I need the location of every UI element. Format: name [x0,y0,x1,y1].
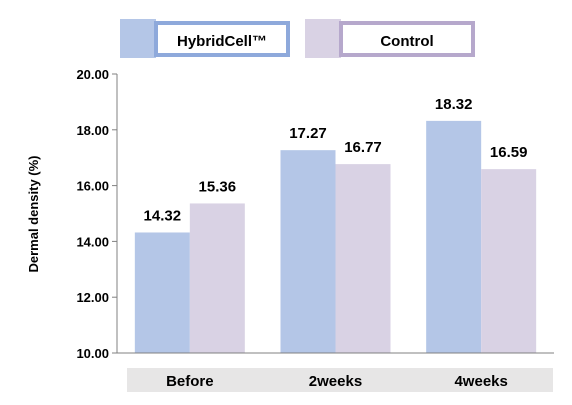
bar-hybridcell-2weeks [280,150,336,353]
value-label: 15.36 [199,178,237,195]
value-label: 18.32 [435,96,473,113]
value-label: 17.27 [289,125,327,142]
legend: HybridCell™ Control [120,19,475,58]
y-tick-label: 12.00 [76,290,109,305]
value-label: 16.59 [490,144,528,161]
y-tick-label: 14.00 [76,234,109,249]
value-label: 14.32 [144,207,182,224]
y-tick-label: 18.00 [76,123,109,138]
category-label-2weeks: 2weeks [309,373,362,390]
y-tick-label: 20.00 [76,67,109,82]
category-label-before: Before [166,373,214,390]
category-band [127,368,553,392]
bar-control-before [189,203,245,353]
bar-hybridcell-before [134,232,190,353]
category-label-4weeks: 4weeks [454,373,507,390]
legend-box-control [339,21,475,57]
legend-label-hybridcell: HybridCell™ [177,33,267,50]
legend-swatch-control [305,19,341,58]
legend-item-hybridcell: HybridCell™ [120,19,290,58]
y-axis-title: Dermal density (%) [26,155,41,272]
legend-label-control: Control [380,33,433,50]
legend-swatch-hybridcell [120,19,156,58]
y-tick-label: 16.00 [76,179,109,194]
bar-control-2weeks [335,164,391,353]
bars [134,120,537,353]
value-labels: 14.32 15.36 17.27 16.77 18.32 16.59 [144,96,528,225]
bar-control-4weeks [481,169,537,353]
value-label: 16.77 [344,139,382,156]
bar-hybridcell-4weeks [426,120,482,353]
category-labels: Before 2weeks 4weeks [166,373,508,390]
legend-item-control: Control [305,19,475,58]
y-ticks: 10.00 12.00 14.00 16.00 18.00 20.00 [76,67,117,361]
legend-box-hybridcell [154,21,290,57]
y-tick-label: 10.00 [76,346,109,361]
